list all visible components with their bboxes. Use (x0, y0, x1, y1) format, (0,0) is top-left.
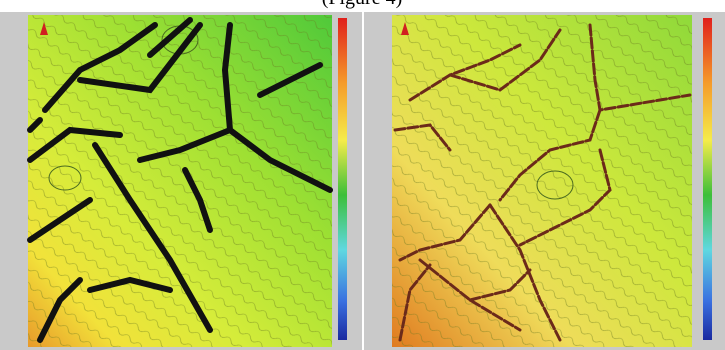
right-panel (364, 12, 725, 350)
color-bar (703, 18, 712, 340)
left-panel (0, 12, 362, 350)
caption: (Figure 4) (322, 0, 403, 9)
contours (392, 15, 692, 347)
contours (28, 15, 332, 347)
page: (Figure 4) (0, 0, 725, 350)
color-bar (338, 18, 347, 340)
figure: (Figure 4) (0, 0, 725, 350)
